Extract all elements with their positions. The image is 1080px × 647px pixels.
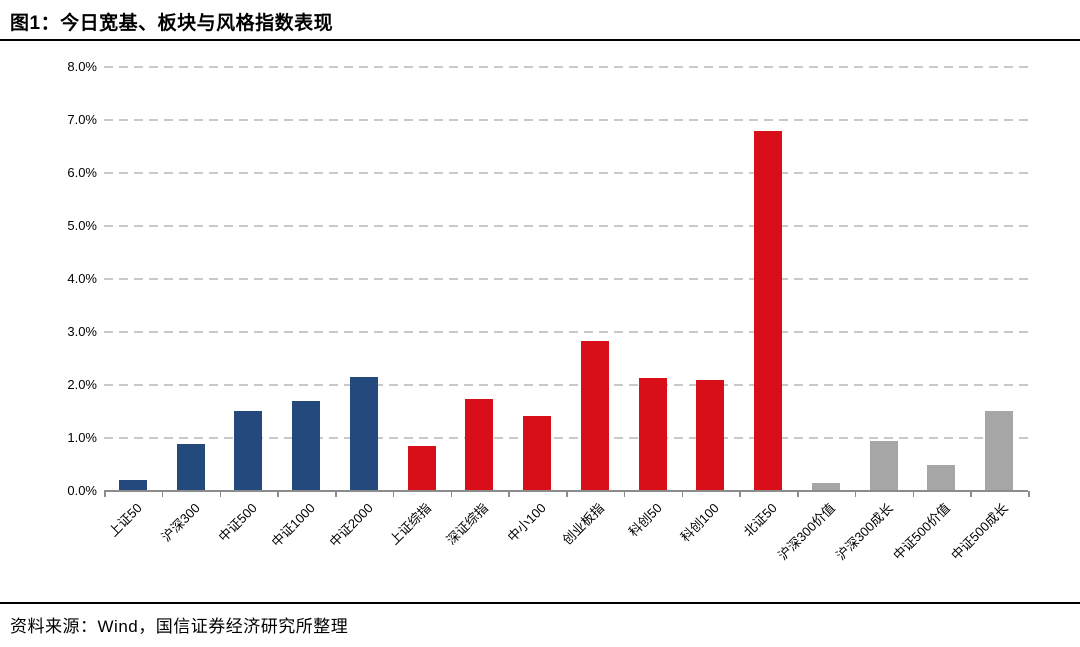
gridline-8.0% bbox=[104, 66, 1028, 68]
x-tick-label: 沪深300 bbox=[158, 500, 203, 545]
x-axis-tick bbox=[623, 491, 626, 497]
bar-沪深300成长 bbox=[870, 441, 898, 491]
x-tick-label: 北证50 bbox=[740, 500, 781, 540]
title-divider-line bbox=[0, 39, 1080, 41]
y-tick-label: 0.0% bbox=[67, 483, 97, 498]
bar-上证综指 bbox=[408, 446, 436, 491]
y-tick-label: 2.0% bbox=[67, 377, 97, 392]
x-axis-tick bbox=[277, 491, 279, 497]
x-tick-label: 上证50 bbox=[105, 500, 145, 540]
bar-中证500 bbox=[234, 411, 262, 491]
x-tick-label: 科创50 bbox=[625, 500, 665, 540]
y-tick-label: 7.0% bbox=[67, 112, 97, 127]
bar-中证500价值 bbox=[927, 465, 955, 491]
x-tick-label: 中证500 bbox=[215, 500, 261, 545]
x-axis-tick bbox=[681, 491, 683, 497]
y-tick-label: 1.0% bbox=[67, 430, 97, 445]
figure-title: 图1：今日宽基、板块与风格指数表现 bbox=[10, 13, 334, 34]
source-divider-line bbox=[0, 602, 1080, 604]
x-tick-label: 上证综指 bbox=[386, 500, 434, 548]
y-tick-label: 5.0% bbox=[67, 218, 97, 233]
bar-chart: 0.0% 1.0% 2.0% 3.0% 4.0% 5.0% 6.0% 7.0% 8.0% 上证50… bbox=[67, 59, 1030, 563]
x-axis-tick bbox=[970, 491, 972, 497]
x-axis-tick bbox=[1028, 491, 1030, 497]
x-tick-label: 深证综指 bbox=[443, 500, 492, 548]
x-tick-label: 中证500成长 bbox=[948, 500, 1012, 564]
source-note: 资料来源：Wind，国信证券经济研究所整理 bbox=[10, 617, 349, 636]
x-tick-label: 科创100 bbox=[677, 500, 723, 545]
bar-深证综指 bbox=[465, 399, 493, 491]
y-tick-label: 8.0% bbox=[67, 59, 97, 74]
x-axis-tick bbox=[392, 491, 395, 497]
x-axis-tick bbox=[450, 491, 452, 497]
x-axis-tick bbox=[508, 491, 510, 497]
x-tick-label: 中证1000 bbox=[268, 500, 319, 550]
x-axis-tick bbox=[104, 491, 106, 497]
bar-中小100 bbox=[523, 416, 551, 491]
gridline-5.0% bbox=[104, 225, 1028, 227]
bar-中证500成长 bbox=[985, 411, 1013, 491]
x-axis-tick bbox=[566, 491, 568, 497]
x-axis-tick bbox=[739, 491, 741, 497]
gridline-4.0% bbox=[104, 278, 1028, 280]
bar-中证1000 bbox=[292, 401, 320, 491]
gridline-1.0% bbox=[104, 437, 1028, 439]
gridline-7.0% bbox=[104, 119, 1028, 121]
x-axis-tick bbox=[335, 491, 337, 497]
gridline-2.0% bbox=[104, 384, 1028, 386]
x-axis-tick bbox=[797, 491, 799, 497]
gridline-6.0% bbox=[104, 172, 1028, 174]
x-axis-tick bbox=[161, 491, 164, 497]
bar-上证50 bbox=[119, 480, 147, 491]
y-tick-label: 4.0% bbox=[67, 271, 97, 286]
x-tick-label: 中证2000 bbox=[326, 500, 376, 550]
x-tick-label: 创业板指 bbox=[559, 500, 607, 548]
x-tick-label: 沪深300价值 bbox=[775, 500, 838, 564]
bar-沪深300价值 bbox=[812, 483, 840, 491]
x-tick-label: 沪深300成长 bbox=[832, 500, 896, 564]
x-tick-label: 中小100 bbox=[504, 500, 550, 545]
gridline-3.0% bbox=[104, 331, 1028, 333]
y-tick-label: 3.0% bbox=[67, 324, 97, 339]
bar-北证50 bbox=[754, 131, 782, 491]
x-axis-line bbox=[104, 490, 1028, 492]
bar-科创50 bbox=[639, 378, 667, 491]
x-axis-tick bbox=[854, 491, 857, 497]
bar-创业板指 bbox=[581, 341, 609, 491]
bar-沪深300 bbox=[177, 444, 205, 491]
x-tick-label: 中证500价值 bbox=[890, 500, 954, 564]
y-tick-label: 6.0% bbox=[67, 165, 97, 180]
x-axis-tick bbox=[912, 491, 914, 497]
bar-中证2000 bbox=[350, 377, 378, 491]
bar-科创100 bbox=[696, 380, 724, 491]
x-axis-tick bbox=[219, 491, 221, 497]
